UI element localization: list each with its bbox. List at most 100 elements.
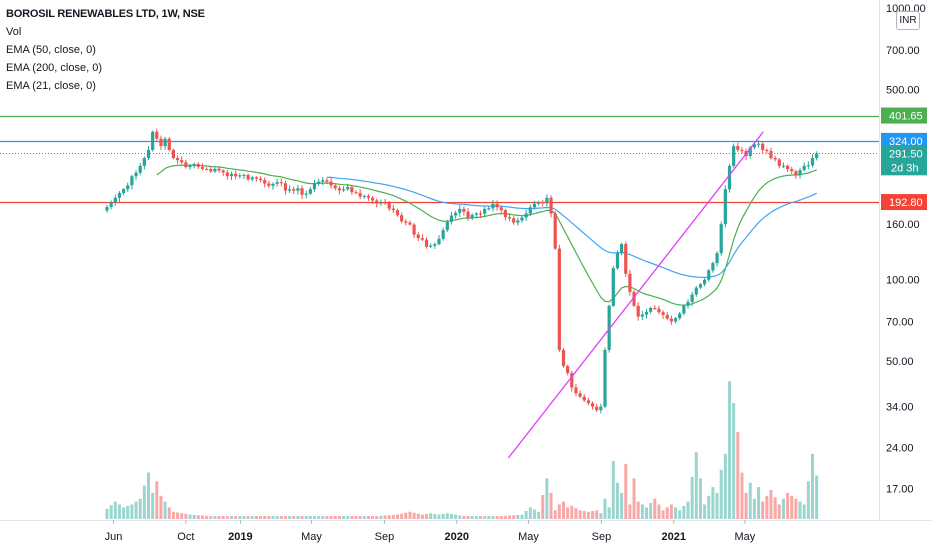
- x-tick-label: 2021: [662, 531, 686, 543]
- candle-body: [109, 202, 113, 207]
- volume-bar: [246, 516, 250, 519]
- legend-ema-200[interactable]: EMA (200, close, 0): [6, 62, 102, 74]
- candle-body: [790, 169, 794, 172]
- candle-body: [312, 183, 317, 190]
- legend-title[interactable]: BOROSIL RENEWABLES LTD, 1W, NSE: [6, 8, 205, 20]
- candle-body: [175, 158, 180, 161]
- volume-bar: [682, 505, 686, 519]
- candle-body: [673, 318, 678, 322]
- candle-body: [474, 213, 478, 215]
- legend-vol[interactable]: Vol: [6, 26, 22, 38]
- candle-body: [686, 301, 690, 306]
- candle-body: [715, 253, 719, 264]
- volume-bar: [192, 514, 196, 519]
- candle-body: [321, 180, 325, 182]
- candle-body: [304, 193, 308, 195]
- candle-body: [503, 210, 507, 218]
- x-tick-label: Sep: [375, 531, 395, 543]
- candle-body: [806, 165, 810, 167]
- candle-body: [703, 279, 707, 285]
- volume-bar: [354, 516, 358, 519]
- candle-body: [404, 221, 408, 223]
- volume-bar: [703, 504, 707, 519]
- volume-bar: [528, 507, 532, 519]
- ema-21-line[interactable]: [156, 164, 817, 306]
- candle-body: [524, 213, 528, 218]
- price-tag-401.65: [881, 107, 927, 124]
- candle-body: [711, 263, 715, 271]
- candle-body: [267, 183, 271, 186]
- volume-bar: [665, 507, 669, 519]
- volume-bar: [516, 514, 520, 519]
- volume-bar: [122, 507, 126, 519]
- candle-body: [337, 188, 341, 191]
- candle-body: [636, 305, 640, 317]
- candle-body: [649, 307, 653, 312]
- volume-bar: [474, 516, 478, 519]
- candle-body: [437, 238, 441, 245]
- support-trendline[interactable]: [507, 131, 764, 459]
- currency-button[interactable]: INR: [896, 11, 920, 30]
- candle-body: [727, 165, 732, 190]
- volume-bar: [503, 515, 507, 519]
- candle-body: [752, 144, 756, 148]
- volume-bar: [532, 509, 536, 519]
- legend-ema-21[interactable]: EMA (21, close, 0): [6, 80, 96, 92]
- volume-bar: [275, 516, 279, 519]
- candle-body: [433, 244, 437, 246]
- candle-body: [644, 311, 649, 315]
- candle-body: [462, 208, 466, 212]
- volume-bar: [744, 492, 748, 519]
- volume-bar: [387, 515, 391, 519]
- candle-body: [221, 170, 225, 173]
- candle-body: [329, 181, 333, 186]
- y-tick-label: 17.00: [886, 483, 914, 495]
- y-tick-label: 500.00: [886, 85, 920, 97]
- candle-body: [217, 168, 221, 171]
- candle-body: [412, 224, 416, 235]
- volume-bar: [541, 495, 545, 519]
- volume-bar: [690, 476, 694, 519]
- volume-bar: [205, 515, 209, 519]
- volume-bar: [217, 516, 221, 519]
- volume-bar: [117, 504, 121, 519]
- candle-body: [271, 183, 275, 186]
- volume-bar: [113, 501, 117, 519]
- volume-bar: [599, 513, 603, 519]
- last-price-tag: [881, 145, 927, 176]
- candle-body: [113, 197, 117, 203]
- volume-bar: [549, 492, 553, 519]
- volume-bar: [163, 501, 167, 519]
- volume-bar: [412, 512, 416, 519]
- candle-body: [420, 238, 424, 240]
- volume-bar: [449, 513, 453, 519]
- y-tick-label: 34.00: [886, 402, 914, 414]
- volume-bar: [441, 513, 445, 519]
- volume-bar: [375, 516, 379, 519]
- volume-bar: [209, 516, 213, 519]
- ema-50-line[interactable]: [326, 176, 817, 279]
- candle-body: [229, 173, 234, 177]
- price-tag-324.00: [881, 132, 927, 149]
- volume-bar: [454, 514, 458, 519]
- volume-bar: [607, 507, 611, 519]
- candle-body: [736, 146, 740, 150]
- volume-bar: [595, 510, 599, 519]
- ema-lines: [156, 164, 817, 306]
- candle-body: [134, 172, 138, 177]
- volume-bar: [184, 513, 188, 519]
- legend-ema-50[interactable]: EMA (50, close, 0): [6, 44, 96, 56]
- volume-bar: [524, 511, 528, 519]
- volume-bar: [723, 453, 727, 519]
- candle-body: [611, 268, 615, 306]
- volume-bar: [304, 516, 308, 519]
- volume-bar: [786, 492, 790, 519]
- volume-bar: [396, 514, 399, 519]
- candle-body: [723, 189, 727, 225]
- volume-bar: [325, 516, 329, 519]
- candle-body: [354, 192, 358, 194]
- candle-body: [507, 217, 512, 219]
- volume-bar: [346, 516, 350, 519]
- volume-bar: [694, 452, 698, 519]
